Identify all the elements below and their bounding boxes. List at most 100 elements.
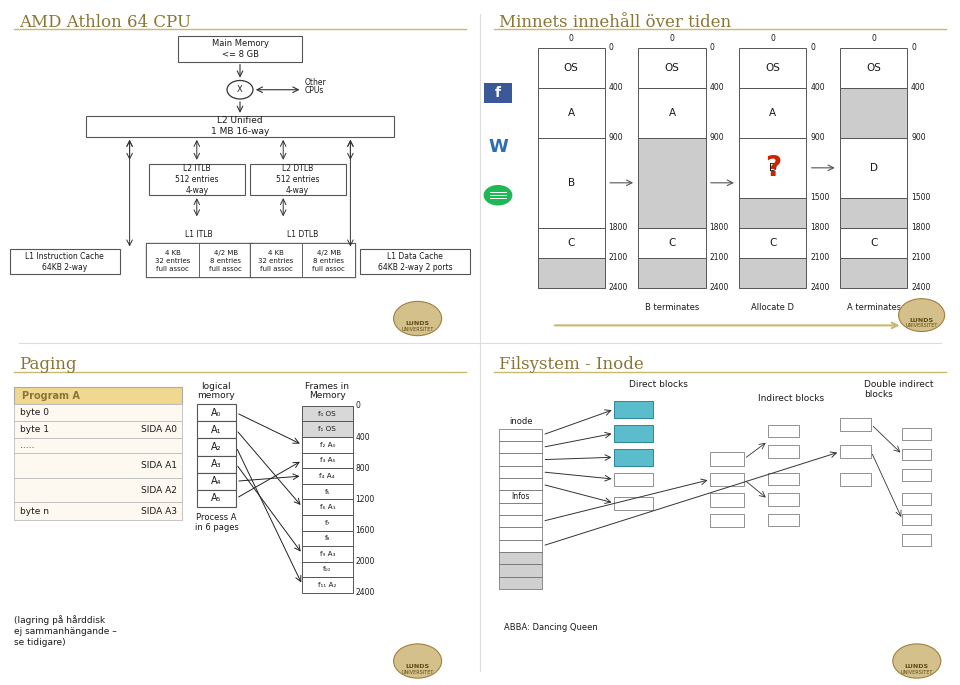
Text: 2100: 2100 xyxy=(810,253,829,262)
Text: Main Memory
<= 8 GB: Main Memory <= 8 GB xyxy=(211,39,269,59)
FancyBboxPatch shape xyxy=(302,421,352,437)
Text: D: D xyxy=(870,163,877,173)
Text: Memory: Memory xyxy=(309,391,346,400)
Text: A terminates: A terminates xyxy=(847,303,900,312)
Text: 400: 400 xyxy=(355,432,370,442)
Text: byte 0: byte 0 xyxy=(20,408,49,417)
FancyBboxPatch shape xyxy=(14,438,182,453)
FancyBboxPatch shape xyxy=(902,428,931,440)
FancyBboxPatch shape xyxy=(484,84,513,103)
Text: SIDA A2: SIDA A2 xyxy=(141,486,177,495)
Text: A₂: A₂ xyxy=(211,442,222,452)
Text: 2100: 2100 xyxy=(609,253,628,262)
Text: 400: 400 xyxy=(810,84,825,92)
FancyBboxPatch shape xyxy=(14,503,182,520)
Text: LUNDS: LUNDS xyxy=(405,321,430,326)
Text: 1200: 1200 xyxy=(355,495,374,504)
Text: A₅: A₅ xyxy=(211,493,222,503)
Text: 8 entries: 8 entries xyxy=(313,258,345,264)
Text: OS: OS xyxy=(664,63,680,73)
Text: L1 Instruction Cache
64KB 2-way: L1 Instruction Cache 64KB 2-way xyxy=(25,251,105,272)
Text: CPUs: CPUs xyxy=(304,86,324,95)
FancyBboxPatch shape xyxy=(499,515,542,527)
FancyBboxPatch shape xyxy=(302,515,352,530)
Circle shape xyxy=(394,301,442,336)
Text: C: C xyxy=(769,238,777,248)
Text: C: C xyxy=(567,238,575,248)
Text: ABBA: Dancing Queen: ABBA: Dancing Queen xyxy=(504,623,598,632)
Text: logical: logical xyxy=(202,382,230,390)
Text: f₀ OS: f₀ OS xyxy=(319,410,336,416)
FancyBboxPatch shape xyxy=(86,116,394,137)
Text: 2100: 2100 xyxy=(709,253,729,262)
Text: SIDA A1: SIDA A1 xyxy=(140,461,177,470)
Text: L1 Data Cache
64KB 2-way 2 ports: L1 Data Cache 64KB 2-way 2 ports xyxy=(378,251,452,272)
Text: 0: 0 xyxy=(911,43,916,53)
Text: Process A: Process A xyxy=(196,513,237,522)
Text: Program A: Program A xyxy=(21,390,80,401)
Text: full assoc: full assoc xyxy=(156,266,189,272)
FancyBboxPatch shape xyxy=(499,453,542,466)
Text: 32 entries: 32 entries xyxy=(156,258,190,264)
FancyBboxPatch shape xyxy=(902,514,931,525)
Text: f₇: f₇ xyxy=(324,520,330,526)
FancyBboxPatch shape xyxy=(14,478,182,503)
Text: 0: 0 xyxy=(609,43,613,53)
FancyBboxPatch shape xyxy=(302,453,352,469)
Circle shape xyxy=(899,299,945,332)
FancyBboxPatch shape xyxy=(501,430,540,440)
Text: Infos: Infos xyxy=(512,492,530,501)
Text: f₁₀: f₁₀ xyxy=(324,566,331,573)
Text: L2 Unified
1 MB 16-way: L2 Unified 1 MB 16-way xyxy=(211,116,269,136)
FancyBboxPatch shape xyxy=(302,469,352,484)
FancyBboxPatch shape xyxy=(840,48,907,88)
Text: 0: 0 xyxy=(568,34,574,43)
Text: byte 1: byte 1 xyxy=(20,425,49,434)
Text: Indirect blocks: Indirect blocks xyxy=(758,394,825,403)
Text: 0: 0 xyxy=(709,43,714,53)
FancyBboxPatch shape xyxy=(768,493,799,506)
Text: 1800: 1800 xyxy=(810,223,829,232)
Text: 4/2 MB: 4/2 MB xyxy=(213,250,238,256)
Text: f₅: f₅ xyxy=(324,488,330,495)
Text: f: f xyxy=(495,86,501,100)
Circle shape xyxy=(893,644,941,678)
FancyBboxPatch shape xyxy=(768,445,799,458)
FancyBboxPatch shape xyxy=(149,164,245,195)
Text: 900: 900 xyxy=(609,134,623,142)
Text: 0: 0 xyxy=(669,34,675,43)
FancyBboxPatch shape xyxy=(302,406,352,421)
FancyBboxPatch shape xyxy=(14,387,182,404)
Text: B terminates: B terminates xyxy=(645,303,699,312)
Text: 2400: 2400 xyxy=(709,283,729,292)
Text: UNIVERSITET: UNIVERSITET xyxy=(401,327,434,332)
FancyBboxPatch shape xyxy=(360,249,470,274)
Text: 400: 400 xyxy=(709,84,724,92)
Text: 32 entries: 32 entries xyxy=(258,258,294,264)
FancyBboxPatch shape xyxy=(710,493,744,507)
FancyBboxPatch shape xyxy=(250,164,346,195)
FancyBboxPatch shape xyxy=(739,138,806,198)
Text: 0: 0 xyxy=(810,43,815,53)
Text: 2400: 2400 xyxy=(911,283,930,292)
Text: A: A xyxy=(668,108,676,118)
FancyBboxPatch shape xyxy=(739,198,806,228)
FancyBboxPatch shape xyxy=(499,503,542,515)
FancyBboxPatch shape xyxy=(638,138,706,228)
FancyBboxPatch shape xyxy=(499,577,542,589)
FancyBboxPatch shape xyxy=(902,469,931,481)
FancyBboxPatch shape xyxy=(197,404,236,421)
FancyBboxPatch shape xyxy=(614,449,653,466)
FancyBboxPatch shape xyxy=(302,577,352,593)
Text: OS: OS xyxy=(866,63,881,73)
Text: memory: memory xyxy=(197,391,235,400)
FancyBboxPatch shape xyxy=(638,228,706,258)
FancyBboxPatch shape xyxy=(499,429,542,441)
FancyBboxPatch shape xyxy=(710,452,744,466)
Text: 1600: 1600 xyxy=(355,526,374,535)
Text: C: C xyxy=(870,238,877,248)
Text: L1 DTLB: L1 DTLB xyxy=(287,230,318,239)
Text: A₀: A₀ xyxy=(211,408,222,418)
FancyBboxPatch shape xyxy=(840,445,872,458)
Text: full assoc: full assoc xyxy=(312,266,346,272)
